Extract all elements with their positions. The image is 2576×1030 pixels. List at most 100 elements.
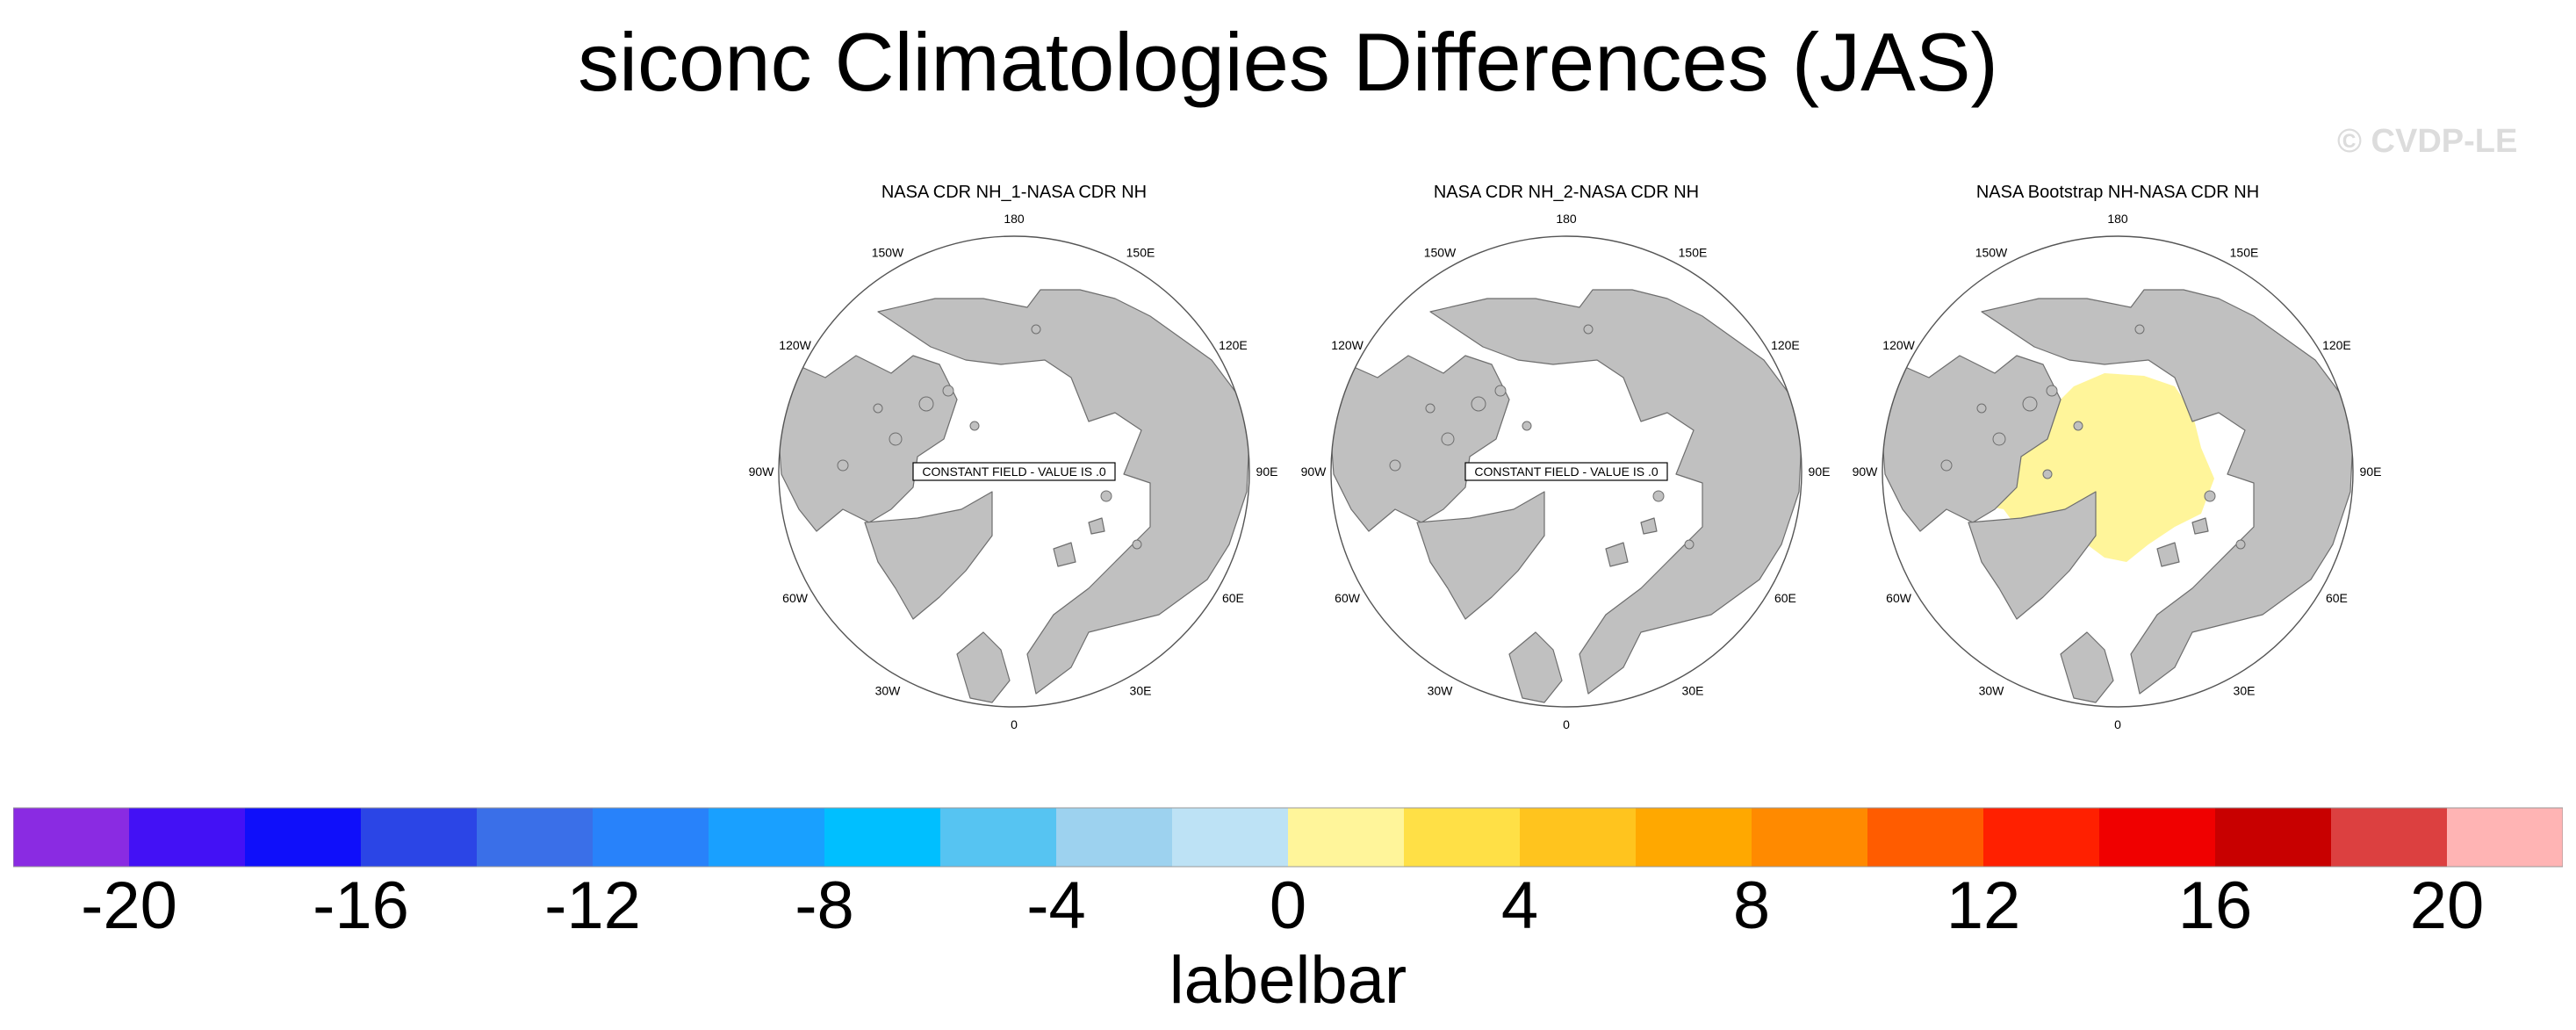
longitude-label: 60E: [1222, 591, 1244, 605]
land-mass: [2156, 542, 2180, 567]
colorbar-tick-label: 8: [1732, 868, 1771, 943]
longitude-label: 120W: [1331, 338, 1364, 352]
longitude-label: 180: [1556, 212, 1577, 226]
anomaly-region: [1971, 373, 2214, 562]
longitude-label: 30W: [1428, 683, 1454, 697]
land-mass: [956, 631, 1011, 703]
longitude-label: 60E: [1774, 591, 1796, 605]
island: [2073, 421, 2083, 431]
island: [942, 385, 954, 397]
colorbar-swatch: [1983, 808, 2100, 867]
colorbar-swatch: [1172, 808, 1289, 867]
land-mass: [779, 355, 958, 532]
colorbar-swatch: [593, 808, 709, 867]
map-panel: NASA CDR NH_1-NASA CDR NH 180 150E 120E 90E 6…: [738, 176, 1291, 738]
island: [918, 396, 934, 412]
colorbar-swatch: [824, 808, 941, 867]
island: [1425, 403, 1436, 414]
colorbar-tick-label: -20: [81, 868, 177, 943]
colorbar-swatch: [1867, 808, 1984, 867]
longitude-label: 150E: [1679, 246, 1708, 260]
colorbar-swatch: [2215, 808, 2332, 867]
island: [1132, 539, 1142, 550]
longitude-label: 60E: [2326, 591, 2348, 605]
colorbar-swatch: [1404, 808, 1521, 867]
island: [1031, 324, 1041, 335]
map-boundary: [778, 235, 1250, 708]
longitude-label: 150E: [1126, 246, 1155, 260]
island: [1522, 421, 1532, 431]
longitude-label: 120E: [1771, 338, 1800, 352]
polar-map: 180 150E 120E 90E 60E 30E 0 30W 60W 90W 120W 150W CO…: [749, 212, 1278, 731]
island: [1100, 490, 1112, 502]
longitude-label: 120E: [2322, 338, 2351, 352]
colorbar-swatch: [2447, 808, 2563, 867]
island: [889, 432, 903, 446]
longitude-label: 150W: [1424, 246, 1457, 260]
map-boundary: [1882, 235, 2354, 708]
land-mass: [2191, 517, 2209, 535]
colorbar-tick-label: -12: [544, 868, 641, 943]
longitude-label: 90W: [749, 465, 775, 479]
constant-field-box: [1464, 462, 1668, 481]
island: [1441, 432, 1455, 446]
watermark: © CVDP-LE: [2337, 123, 2518, 160]
polar-map: 180 150E 120E 90E 60E 30E 0 30W 60W 90W 120W 150W: [1853, 212, 2382, 731]
colorbar-swatch: [709, 808, 825, 867]
panel-title: NASA CDR NH_2-NASA CDR NH: [1433, 183, 1700, 202]
longitude-label: 30W: [875, 683, 902, 697]
longitude-label: 90E: [2360, 465, 2382, 479]
island: [2046, 385, 2058, 397]
main-title: siconc Climatologies Differences (JAS): [578, 16, 1998, 108]
colorbar-tick-label: 4: [1500, 868, 1539, 943]
longitude-label: 60W: [1335, 591, 1361, 605]
colorbar-swatch: [1752, 808, 1868, 867]
colorbar-tick-label: -4: [1026, 868, 1086, 943]
longitude-label: 0: [1563, 717, 1570, 731]
polar-map: 180 150E 120E 90E 60E 30E 0 30W 60W 90W 120W 150W CO…: [1301, 212, 1831, 731]
land-mass: [1416, 491, 1545, 620]
longitude-label: 150E: [2230, 246, 2259, 260]
colorbar-swatch: [477, 808, 594, 867]
panel-title: NASA Bootstrap NH-NASA CDR NH: [1975, 183, 2260, 202]
colorbar-swatch: [1636, 808, 1752, 867]
constant-field-box: [912, 462, 1116, 481]
land-mass: [1605, 542, 1629, 567]
colorbar-swatch: [940, 808, 1057, 867]
constant-field-note: CONSTANT FIELD - VALUE IS .0: [1474, 465, 1658, 479]
map-boundary: [1330, 235, 1802, 708]
colorbar-swatch: [2331, 808, 2448, 867]
longitude-label: 90E: [1256, 465, 1278, 479]
land-mass: [2060, 631, 2114, 703]
longitude-label: 0: [1011, 717, 1018, 731]
island: [1940, 459, 1953, 472]
island: [969, 421, 980, 431]
colorbar-tick-label: -16: [313, 868, 409, 943]
colorbar: [13, 807, 2563, 868]
longitude-label: 0: [2114, 717, 2121, 731]
longitude-label: 30E: [2234, 683, 2256, 697]
island: [2204, 490, 2216, 502]
map-panel: NASA CDR NH_2-NASA CDR NH 180 150E 120E 90E 6…: [1290, 176, 1843, 738]
colorbar-tick-label: 0: [1269, 868, 1307, 943]
colorbar-label: labelbar: [1169, 943, 1407, 1018]
constant-field-note: CONSTANT FIELD - VALUE IS .0: [922, 465, 1105, 479]
island: [1652, 490, 1665, 502]
island: [2235, 539, 2246, 550]
longitude-label: 90E: [1809, 465, 1831, 479]
longitude-label: 120W: [1882, 338, 1915, 352]
land-mass: [1640, 517, 1658, 535]
colorbar-tick-label: 12: [1946, 868, 2021, 943]
longitude-label: 150W: [872, 246, 904, 260]
longitude-label: 60W: [1886, 591, 1912, 605]
colorbar-tick-label: 20: [2409, 868, 2485, 943]
colorbar-swatch: [2099, 808, 2216, 867]
longitude-label: 150W: [1975, 246, 2008, 260]
colorbar-swatch: [1056, 808, 1173, 867]
land-mass: [1053, 542, 1076, 567]
land-mass: [1508, 631, 1563, 703]
longitude-label: 30E: [1130, 683, 1152, 697]
island: [1976, 403, 1987, 414]
land-mass: [1968, 491, 2097, 620]
colorbar-tick-label: -8: [795, 868, 854, 943]
